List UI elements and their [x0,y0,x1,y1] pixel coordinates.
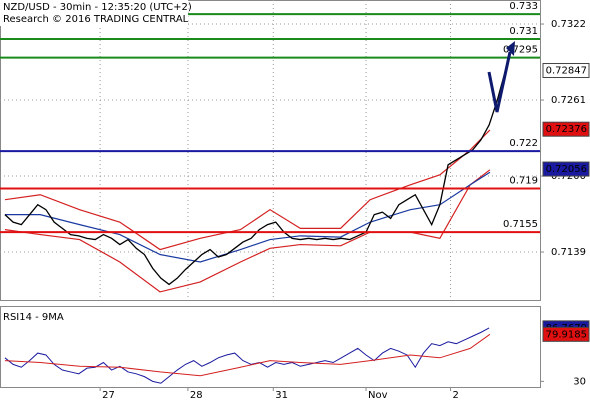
x-tick-label: Nov [368,390,388,400]
level-label: 0.719 [509,175,538,186]
lower-band [4,169,491,293]
rsi-line [4,327,490,384]
x-tick-label: 31 [275,390,288,400]
x-tick-label: 28 [190,390,203,400]
price-tag-label: 0.72847 [546,66,587,77]
title-bg [0,0,188,26]
chart-title: NZD/USD - 30min - 12:35:20 (UTC+2) [3,2,192,13]
level-label: 0.7155 [503,219,538,230]
y-tick-label: 0.7261 [551,95,586,106]
price-tag-label: 0.72376 [546,124,587,135]
price-line [4,69,507,286]
x-tick-label: 2 [453,390,459,400]
upper-band [4,129,491,251]
forecast-arrow [487,51,512,113]
chart-subtitle: Research © 2016 TRADING CENTRAL [3,14,189,25]
level-label: 0.731 [509,26,538,37]
price-tag [542,121,590,137]
rsi-panel [0,306,541,388]
y-tick-label: 30 [573,376,586,387]
price-tag [542,161,590,177]
y-tick-label: 0.7139 [551,247,586,258]
level-label: 0.722 [509,138,538,149]
price-tag [542,326,590,342]
price-tag [542,63,590,79]
x-tick-label: 27 [102,390,115,400]
forecast-arrowhead [506,41,515,56]
rsi-title: RSI14 - 9MA [3,312,64,323]
level-label: 0.7295 [503,45,538,56]
price-tag-label: 0.72056 [546,164,587,175]
price-tag-label: 79.9185 [546,329,587,340]
moving-average [4,171,491,263]
rsi-ma [4,333,491,377]
y-tick-label: 0.7322 [551,19,586,30]
level-label: 0.733 [509,1,538,12]
